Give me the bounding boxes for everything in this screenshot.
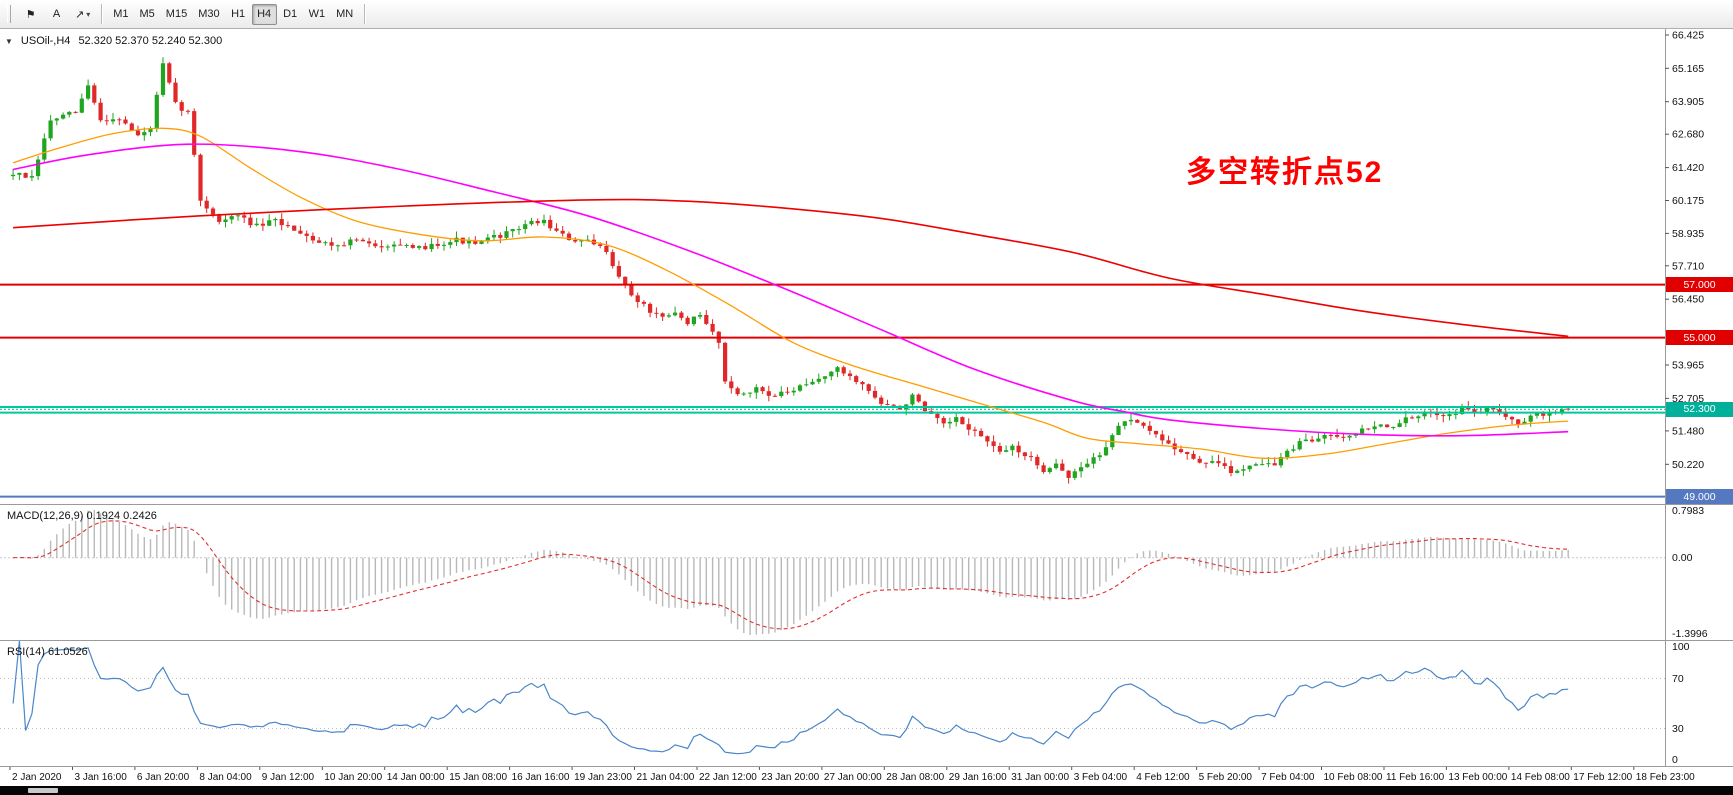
svg-text:16 Jan 16:00: 16 Jan 16:00: [512, 772, 570, 783]
timeframe-button-m15[interactable]: M15: [165, 8, 188, 20]
svg-text:57.710: 57.710: [1672, 260, 1704, 272]
svg-text:0: 0: [1672, 754, 1678, 766]
bottom-bar: [0, 786, 1733, 795]
svg-text:17 Feb 12:00: 17 Feb 12:00: [1573, 772, 1632, 783]
ohlc-values: 52.320 52.370 52.240 52.300: [78, 35, 223, 47]
drawing-tools-group: ⚑ A ↗ ▾: [18, 4, 95, 25]
svg-text:28 Jan 08:00: 28 Jan 08:00: [886, 772, 944, 783]
timeframe-button-h4[interactable]: H4: [251, 3, 277, 25]
toolbar-separator: [101, 4, 103, 24]
timeframe-button-d1[interactable]: D1: [283, 8, 298, 20]
svg-text:22 Jan 12:00: 22 Jan 12:00: [699, 772, 757, 783]
svg-text:15 Jan 08:00: 15 Jan 08:00: [449, 772, 507, 783]
svg-text:10 Feb 08:00: 10 Feb 08:00: [1324, 772, 1383, 783]
chart-canvas[interactable]: 66.425 65.165 63.905 62.680 61.420 60.175 58.9…: [0, 29, 1733, 786]
svg-text:8 Jan 04:00: 8 Jan 04:00: [199, 772, 252, 783]
toolbar-separator-2: [364, 4, 366, 24]
svg-text:3 Feb 04:00: 3 Feb 04:00: [1074, 772, 1128, 783]
chart-text-annotation[interactable]: 多空转折点52: [1186, 156, 1384, 189]
svg-text:-1.3996: -1.3996: [1672, 628, 1708, 640]
svg-text:14 Feb 08:00: 14 Feb 08:00: [1511, 772, 1570, 783]
svg-text:2 Jan 2020: 2 Jan 2020: [12, 772, 62, 783]
svg-text:21 Jan 04:00: 21 Jan 04:00: [637, 772, 695, 783]
timeframe-button-w1[interactable]: W1: [308, 8, 326, 20]
toolbar: ⚑ A ↗ ▾ M1 M5 M15 M30 H1 H4 D1 W1 MN: [0, 0, 1733, 29]
svg-text:3 Jan 16:00: 3 Jan 16:00: [75, 772, 128, 783]
ma-medium-magenta: [12, 143, 1569, 437]
macd-signal-line: [13, 520, 1569, 630]
bottom-scrollbar-thumb[interactable]: [28, 788, 58, 793]
chart-title: ▼ USOil-,H4 52.320 52.370 52.240 52.300: [5, 35, 222, 47]
svg-text:53.965: 53.965: [1672, 360, 1704, 372]
symbol-name: USOil-,H4: [20, 35, 71, 47]
ma-fast-orange: [12, 127, 1569, 460]
time-axis[interactable]: 2 Jan 2020 3 Jan 16:00 6 Jan 20:00 8 Jan 04…: [9, 767, 1695, 783]
timeframe-button-m5[interactable]: M5: [139, 8, 155, 20]
timeframe-button-m1[interactable]: M1: [113, 8, 129, 20]
svg-text:7 Feb 04:00: 7 Feb 04:00: [1261, 772, 1315, 783]
toolbar-drag-handle[interactable]: [7, 5, 11, 23]
svg-text:29 Jan 16:00: 29 Jan 16:00: [949, 772, 1007, 783]
svg-text:9 Jan 12:00: 9 Jan 12:00: [262, 772, 315, 783]
svg-text:11 Feb 16:00: 11 Feb 16:00: [1386, 772, 1445, 783]
rsi-indicator-label: RSI(14) 61.0526: [7, 646, 88, 658]
svg-text:61.420: 61.420: [1672, 162, 1704, 174]
svg-text:6 Jan 20:00: 6 Jan 20:00: [137, 772, 190, 783]
flag-marker-tool[interactable]: ⚑: [25, 8, 36, 21]
svg-text:18 Feb 23:00: 18 Feb 23:00: [1636, 772, 1695, 783]
svg-text:31 Jan 00:00: 31 Jan 00:00: [1011, 772, 1069, 783]
svg-text:66.425: 66.425: [1672, 30, 1704, 42]
svg-text:65.165: 65.165: [1672, 63, 1704, 75]
svg-text:30: 30: [1672, 723, 1684, 735]
svg-text:5 Feb 20:00: 5 Feb 20:00: [1199, 772, 1253, 783]
ma-slow-red: [13, 198, 1569, 338]
svg-text:56.450: 56.450: [1672, 294, 1704, 306]
svg-text:23 Jan 20:00: 23 Jan 20:00: [761, 772, 819, 783]
price-scale[interactable]: 66.425 65.165 63.905 62.680 61.420 60.175 58.9…: [1665, 30, 1708, 767]
svg-text:58.935: 58.935: [1672, 228, 1704, 240]
svg-text:14 Jan 00:00: 14 Jan 00:00: [387, 772, 445, 783]
svg-text:51.480: 51.480: [1672, 425, 1704, 437]
svg-text:4 Feb 12:00: 4 Feb 12:00: [1136, 772, 1190, 783]
timeframes-group: M1 M5 M15 M30 H1 H4 D1 W1 MN: [108, 3, 358, 25]
price-tag-52.300: 52.300: [1666, 401, 1733, 417]
svg-text:63.905: 63.905: [1672, 96, 1704, 108]
timeframe-button-h1[interactable]: H1: [231, 8, 246, 20]
text-tool[interactable]: A: [52, 8, 61, 20]
macd-indicator-label: MACD(12,26,9) 0.1924 0.2426: [7, 510, 157, 522]
svg-text:19 Jan 23:00: 19 Jan 23:00: [574, 772, 632, 783]
timeframe-button-mn[interactable]: MN: [336, 8, 354, 20]
timeframe-button-m30[interactable]: M30: [198, 8, 220, 20]
macd-histogram: [18, 510, 1569, 635]
svg-text:0.00: 0.00: [1672, 552, 1693, 564]
price-tag-55.000: 55.000: [1666, 330, 1733, 346]
rsi-line: [12, 640, 1569, 755]
price-tag-49.000: 49.000: [1666, 489, 1733, 505]
svg-text:50.220: 50.220: [1672, 459, 1704, 471]
svg-text:60.175: 60.175: [1672, 195, 1704, 207]
arrow-objects-dropdown[interactable]: ↗ ▾: [75, 8, 91, 21]
svg-text:13 Feb 00:00: 13 Feb 00:00: [1448, 772, 1507, 783]
svg-text:27 Jan 00:00: 27 Jan 00:00: [824, 772, 882, 783]
symbol-dropdown-icon[interactable]: ▼: [5, 36, 13, 46]
candlesticks: [11, 57, 1571, 484]
price-tag-57.000: 57.000: [1666, 277, 1733, 293]
svg-text:62.680: 62.680: [1672, 129, 1704, 141]
svg-text:100: 100: [1672, 641, 1690, 653]
svg-text:10 Jan 20:00: 10 Jan 20:00: [324, 772, 382, 783]
svg-text:0.7983: 0.7983: [1672, 505, 1704, 517]
chart-window: 66.425 65.165 63.905 62.680 61.420 60.175 58.9…: [0, 29, 1733, 786]
svg-text:70: 70: [1672, 673, 1684, 685]
